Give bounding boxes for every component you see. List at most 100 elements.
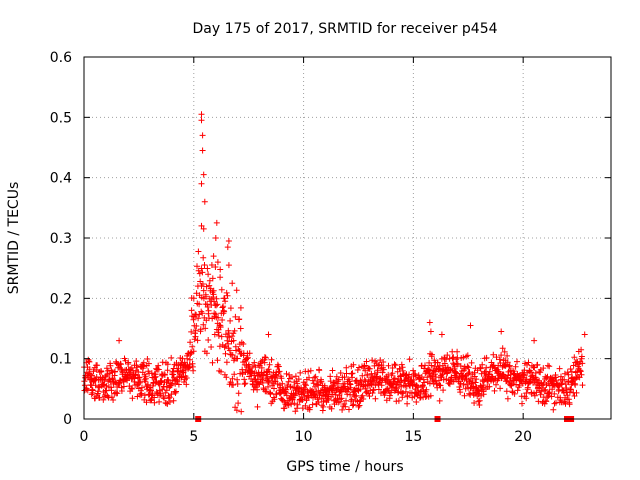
data-point (219, 317, 226, 323)
data-point (112, 368, 118, 375)
data-point (212, 264, 219, 270)
data-point (406, 356, 413, 363)
data-point (95, 383, 102, 390)
data-point (222, 350, 229, 357)
data-point (271, 396, 278, 403)
data-point (320, 398, 327, 405)
data-point (306, 374, 312, 381)
data-point (366, 393, 373, 400)
data-point (155, 362, 162, 369)
data-point (465, 364, 472, 371)
data-point (565, 371, 572, 378)
data-point (229, 333, 236, 340)
data-point (229, 352, 236, 358)
x-axis-ticks: 0 5 10 15 20 (80, 57, 532, 445)
data-point (480, 382, 487, 389)
data-point (341, 401, 348, 407)
data-point (285, 378, 292, 385)
data-point (258, 364, 265, 371)
data-point (221, 308, 228, 315)
data-point (192, 333, 199, 340)
y-tick-label: 0.6 (50, 50, 72, 66)
data-point (561, 376, 568, 383)
data-point (229, 375, 236, 382)
data-point (578, 353, 585, 360)
data-point (242, 380, 249, 387)
data-point (152, 373, 159, 380)
data-point (345, 385, 351, 392)
data-point (432, 371, 439, 378)
data-point (339, 406, 346, 413)
data-point (157, 390, 164, 397)
data-point (464, 363, 471, 370)
data-point (302, 402, 309, 409)
data-point (198, 111, 205, 118)
data-point (428, 351, 435, 358)
data-point (367, 378, 373, 385)
data-point (519, 400, 525, 407)
data-point (231, 327, 238, 334)
data-point (89, 387, 96, 394)
data-point (149, 390, 156, 397)
data-point (380, 359, 387, 365)
data-point (201, 198, 208, 205)
data-point (215, 314, 222, 321)
data-point (254, 386, 261, 393)
data-point (129, 395, 136, 402)
data-point (188, 328, 195, 335)
data-point (386, 392, 393, 399)
data-point (297, 369, 304, 376)
data-point (533, 389, 540, 396)
data-point (174, 378, 181, 385)
data-point (273, 372, 280, 379)
data-point (506, 363, 513, 370)
data-point (305, 368, 312, 375)
data-point (466, 369, 473, 376)
data-point (126, 369, 133, 376)
data-point (289, 374, 295, 381)
data-point (225, 262, 232, 269)
data-point (205, 307, 212, 314)
data-point (246, 350, 253, 357)
grid-layer (84, 57, 611, 419)
data-point (168, 354, 175, 361)
x-tick-label: 0 (80, 429, 89, 445)
data-point (211, 298, 217, 305)
data-point (315, 399, 322, 406)
data-point (466, 390, 473, 397)
data-point (548, 393, 555, 400)
data-point (355, 403, 362, 410)
data-point (318, 378, 325, 385)
data-point (550, 406, 557, 413)
data-point (551, 390, 558, 397)
data-point (341, 374, 348, 381)
data-point (471, 373, 478, 380)
data-point (252, 376, 259, 383)
data-point (223, 374, 230, 381)
data-point (214, 259, 221, 266)
data-point (217, 324, 224, 331)
data-point (200, 254, 207, 261)
data-point (558, 373, 564, 380)
data-point (229, 280, 236, 287)
data-point (217, 274, 224, 281)
data-point (493, 354, 500, 361)
data-point (205, 271, 212, 278)
data-point (567, 366, 574, 372)
data-point (370, 387, 377, 394)
data-point (271, 385, 277, 392)
data-point (194, 337, 201, 344)
data-point (266, 361, 273, 368)
data-point (142, 375, 149, 382)
data-point (412, 373, 419, 380)
data-point (163, 400, 170, 407)
data-point (504, 395, 511, 402)
data-point (476, 397, 483, 404)
data-point (204, 265, 211, 272)
data-point (199, 147, 206, 154)
data-point (335, 376, 342, 383)
data-point (579, 360, 586, 367)
data-point (325, 396, 332, 403)
data-point (139, 384, 145, 391)
data-point (350, 401, 357, 408)
